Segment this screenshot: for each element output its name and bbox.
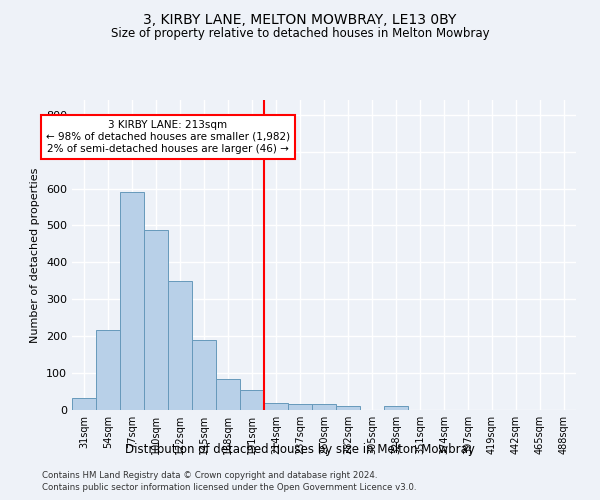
Bar <box>384 406 408 410</box>
Bar <box>72 398 96 410</box>
Bar <box>288 404 312 410</box>
Bar <box>96 330 120 410</box>
Y-axis label: Number of detached properties: Number of detached properties <box>31 168 40 342</box>
Text: Contains HM Land Registry data © Crown copyright and database right 2024.: Contains HM Land Registry data © Crown c… <box>42 471 377 480</box>
Text: Contains public sector information licensed under the Open Government Licence v3: Contains public sector information licen… <box>42 484 416 492</box>
Bar <box>264 402 288 410</box>
Bar <box>192 340 216 410</box>
Bar <box>240 390 264 410</box>
Text: Size of property relative to detached houses in Melton Mowbray: Size of property relative to detached ho… <box>110 28 490 40</box>
Bar <box>120 192 144 410</box>
Bar <box>168 281 192 410</box>
Text: 3 KIRBY LANE: 213sqm
← 98% of detached houses are smaller (1,982)
2% of semi-det: 3 KIRBY LANE: 213sqm ← 98% of detached h… <box>46 120 290 154</box>
Bar <box>144 230 168 410</box>
Bar <box>216 378 240 410</box>
Bar <box>336 406 360 410</box>
Text: Distribution of detached houses by size in Melton Mowbray: Distribution of detached houses by size … <box>125 444 475 456</box>
Bar <box>312 404 336 410</box>
Text: 3, KIRBY LANE, MELTON MOWBRAY, LE13 0BY: 3, KIRBY LANE, MELTON MOWBRAY, LE13 0BY <box>143 12 457 26</box>
